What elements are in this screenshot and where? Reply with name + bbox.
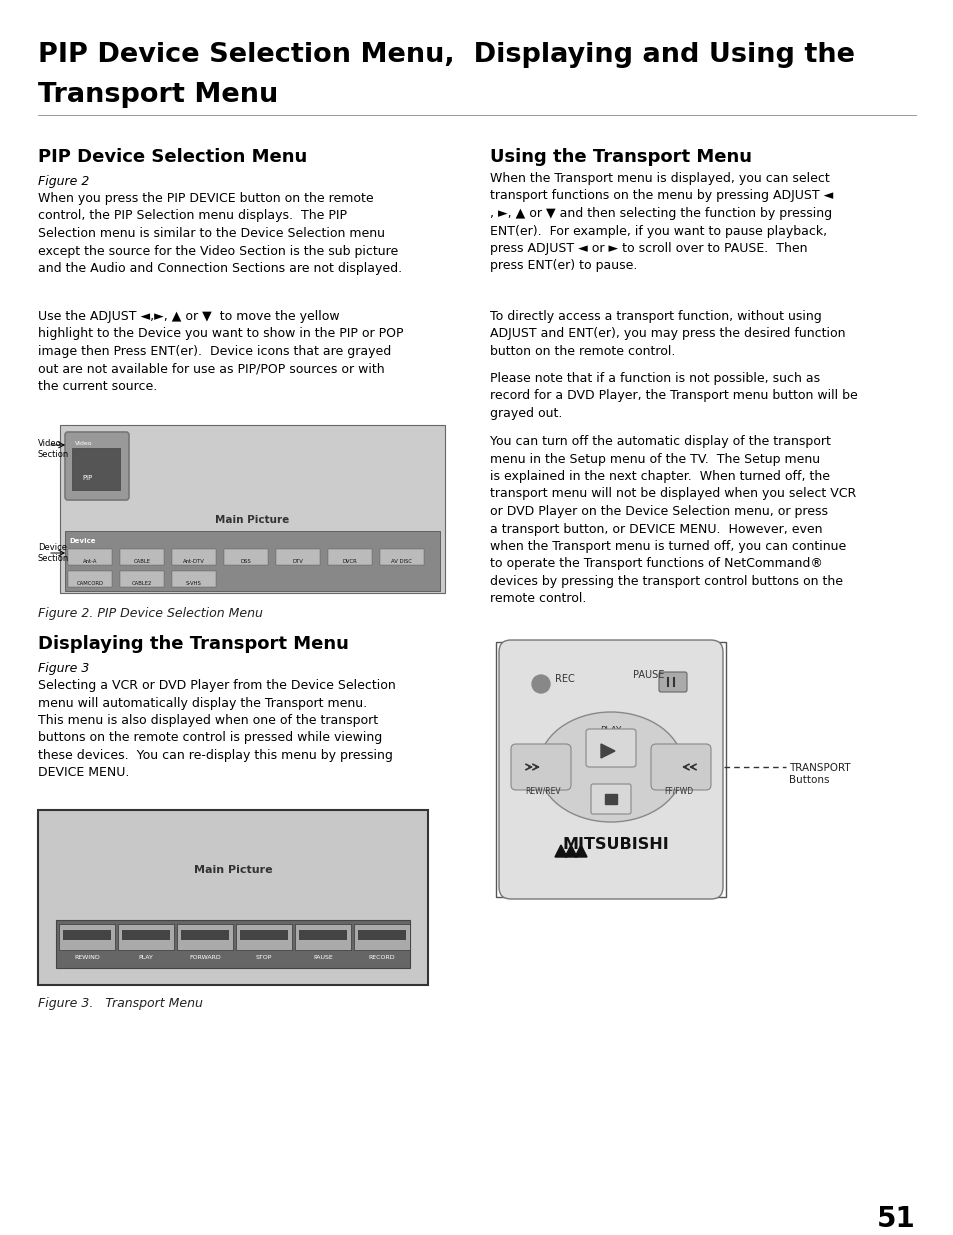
Text: Please note that if a function is not possible, such as
record for a DVD Player,: Please note that if a function is not po… — [490, 372, 857, 420]
Text: To directly access a transport function, without using
ADJUST and ENT(er), you m: To directly access a transport function,… — [490, 310, 844, 358]
Text: Main Picture: Main Picture — [193, 864, 272, 876]
Text: Transport Menu: Transport Menu — [38, 82, 278, 107]
FancyBboxPatch shape — [118, 924, 173, 950]
FancyBboxPatch shape — [650, 743, 710, 790]
FancyBboxPatch shape — [379, 550, 423, 564]
Text: DSS: DSS — [240, 559, 251, 564]
FancyBboxPatch shape — [354, 924, 410, 950]
Text: FF/FWD: FF/FWD — [663, 787, 693, 797]
FancyBboxPatch shape — [68, 550, 112, 564]
FancyBboxPatch shape — [63, 930, 111, 940]
Text: REC: REC — [555, 674, 574, 684]
Text: FORWARD: FORWARD — [189, 955, 221, 960]
FancyBboxPatch shape — [298, 930, 347, 940]
Text: Use the ADJUST ◄,►, ▲ or ▼  to move the yellow
highlight to the Device you want : Use the ADJUST ◄,►, ▲ or ▼ to move the y… — [38, 310, 403, 393]
FancyBboxPatch shape — [590, 784, 630, 814]
Text: PAUSE: PAUSE — [313, 955, 333, 960]
FancyBboxPatch shape — [172, 571, 215, 587]
Text: Figure 2: Figure 2 — [38, 175, 90, 188]
Text: Device: Device — [69, 538, 95, 543]
Text: 51: 51 — [877, 1205, 915, 1233]
Text: When the Transport menu is displayed, you can select
transport functions on the : When the Transport menu is displayed, yo… — [490, 172, 832, 273]
Text: Ant-DTV: Ant-DTV — [183, 559, 205, 564]
Polygon shape — [564, 845, 577, 857]
FancyBboxPatch shape — [120, 571, 164, 587]
FancyBboxPatch shape — [235, 924, 292, 950]
Text: CABLE2: CABLE2 — [132, 580, 152, 585]
Polygon shape — [575, 845, 586, 857]
FancyBboxPatch shape — [357, 930, 406, 940]
Text: PLAY: PLAY — [138, 955, 153, 960]
FancyBboxPatch shape — [172, 550, 215, 564]
Text: Main Picture: Main Picture — [214, 515, 289, 525]
Text: STOP: STOP — [255, 955, 272, 960]
Text: Device
Section: Device Section — [38, 543, 70, 563]
Circle shape — [532, 676, 550, 693]
Text: REWIND: REWIND — [74, 955, 100, 960]
FancyBboxPatch shape — [59, 924, 115, 950]
FancyBboxPatch shape — [181, 930, 229, 940]
FancyBboxPatch shape — [328, 550, 372, 564]
Bar — [604, 794, 617, 804]
Polygon shape — [600, 743, 615, 758]
FancyBboxPatch shape — [585, 729, 636, 767]
Text: Selecting a VCR or DVD Player from the Device Selection
menu will automatically : Selecting a VCR or DVD Player from the D… — [38, 679, 395, 779]
Polygon shape — [555, 845, 566, 857]
Text: Figure 3: Figure 3 — [38, 662, 90, 676]
Text: PAUSE: PAUSE — [633, 671, 663, 680]
Text: Using the Transport Menu: Using the Transport Menu — [490, 148, 751, 165]
Text: REW/REV: REW/REV — [525, 787, 560, 797]
Text: You can turn off the automatic display of the transport
menu in the Setup menu o: You can turn off the automatic display o… — [490, 435, 856, 605]
FancyBboxPatch shape — [498, 640, 722, 899]
Text: Figure 3.   Transport Menu: Figure 3. Transport Menu — [38, 997, 203, 1010]
Text: DVCR: DVCR — [342, 559, 357, 564]
FancyBboxPatch shape — [496, 642, 725, 897]
Text: MITSUBISHI: MITSUBISHI — [562, 837, 669, 852]
FancyBboxPatch shape — [120, 550, 164, 564]
Text: PIP: PIP — [82, 475, 92, 480]
Text: DTV: DTV — [293, 559, 303, 564]
FancyBboxPatch shape — [38, 810, 428, 986]
FancyBboxPatch shape — [177, 924, 233, 950]
Text: CABLE: CABLE — [133, 559, 151, 564]
Text: Displaying the Transport Menu: Displaying the Transport Menu — [38, 635, 349, 653]
Text: Video: Video — [75, 441, 92, 446]
FancyBboxPatch shape — [65, 432, 129, 500]
Text: Ant-A: Ant-A — [83, 559, 97, 564]
Text: PIP Device Selection Menu,  Displaying and Using the: PIP Device Selection Menu, Displaying an… — [38, 42, 854, 68]
Ellipse shape — [537, 713, 682, 823]
FancyBboxPatch shape — [56, 920, 410, 968]
Text: AV DISC: AV DISC — [391, 559, 412, 564]
FancyBboxPatch shape — [68, 571, 112, 587]
Text: STOP: STOP — [598, 784, 622, 793]
FancyBboxPatch shape — [294, 924, 351, 950]
FancyBboxPatch shape — [275, 550, 319, 564]
Text: PIP Device Selection Menu: PIP Device Selection Menu — [38, 148, 307, 165]
FancyBboxPatch shape — [60, 425, 444, 593]
FancyBboxPatch shape — [511, 743, 571, 790]
Text: S-VHS: S-VHS — [186, 580, 202, 585]
Text: Video
Section: Video Section — [38, 438, 70, 459]
Text: Figure 2. PIP Device Selection Menu: Figure 2. PIP Device Selection Menu — [38, 606, 263, 620]
FancyBboxPatch shape — [659, 672, 686, 692]
Text: PLAY: PLAY — [599, 726, 621, 735]
FancyBboxPatch shape — [71, 448, 120, 490]
Text: CAMCORD: CAMCORD — [76, 580, 103, 585]
Text: TRANSPORT
Buttons: TRANSPORT Buttons — [788, 763, 850, 785]
Text: RECORD: RECORD — [368, 955, 395, 960]
FancyBboxPatch shape — [240, 930, 288, 940]
Text: When you press the PIP DEVICE button on the remote
control, the PIP Selection me: When you press the PIP DEVICE button on … — [38, 191, 402, 275]
FancyBboxPatch shape — [122, 930, 170, 940]
FancyBboxPatch shape — [65, 531, 439, 592]
FancyBboxPatch shape — [224, 550, 268, 564]
